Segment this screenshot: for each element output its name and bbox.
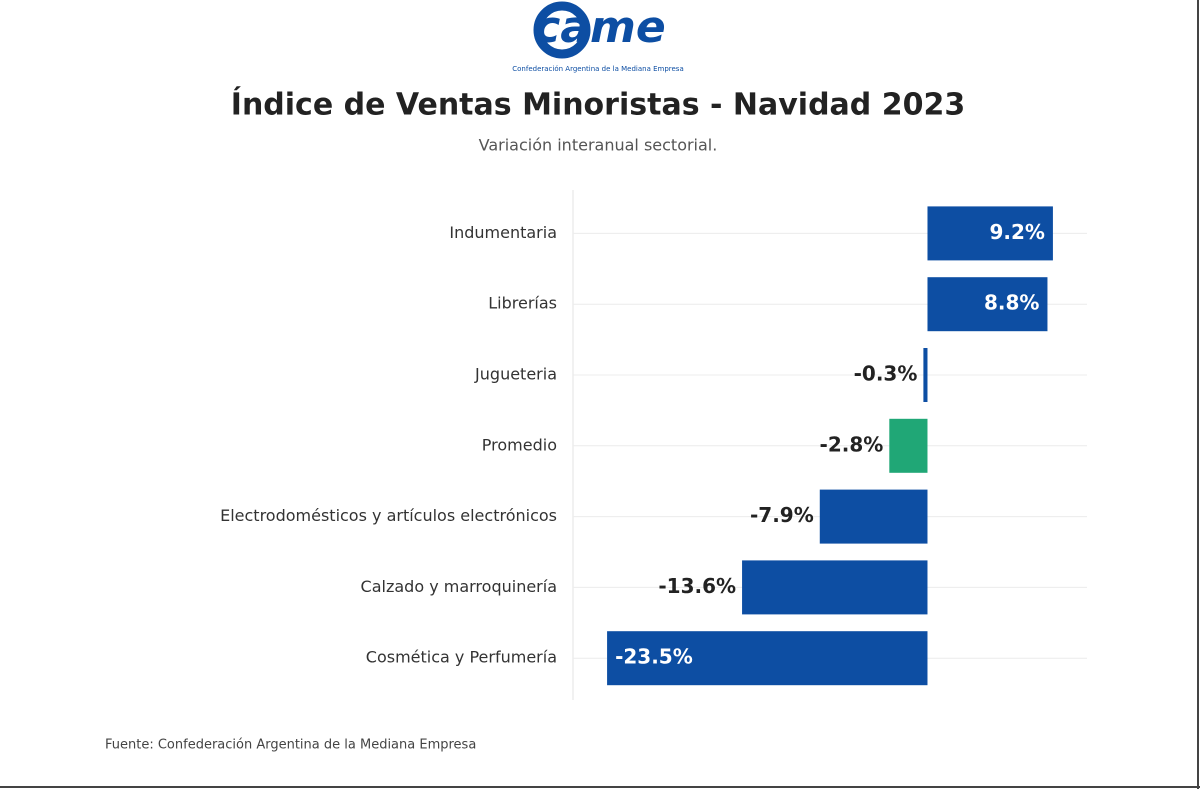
bar [607,631,928,686]
category-label: Cosmética y Perfumería [366,648,557,667]
bar [819,489,928,544]
category-label: Promedio [482,435,557,454]
chart-title: Índice de Ventas Minoristas - Navidad 20… [231,87,965,123]
category-label: Jugueteria [474,365,557,384]
logo-ring [533,1,591,59]
value-label: 8.8% [984,291,1039,315]
category-label: Calzado y marroquinería [361,577,557,596]
category-label: Indumentaria [449,223,557,242]
value-label: -23.5% [615,645,693,669]
bar [742,560,928,615]
category-label: Librerías [488,294,557,313]
value-label: -2.8% [820,432,884,456]
bar [923,348,928,402]
value-label: -13.6% [658,574,736,598]
category-label: Electrodomésticos y artículos electrónic… [220,506,557,525]
value-label: -0.3% [854,362,918,386]
value-label: 9.2% [989,220,1044,244]
value-label: -7.9% [750,503,814,527]
bar [927,277,1048,332]
logo-caption: Confederación Argentina de la Mediana Em… [512,65,683,73]
source-note: Fuente: Confederación Argentina de la Me… [105,738,476,753]
bar [927,206,1053,261]
bar [889,418,928,473]
logo-text: came [534,2,665,53]
chart-subtitle: Variación interanual sectorial. [479,136,718,155]
